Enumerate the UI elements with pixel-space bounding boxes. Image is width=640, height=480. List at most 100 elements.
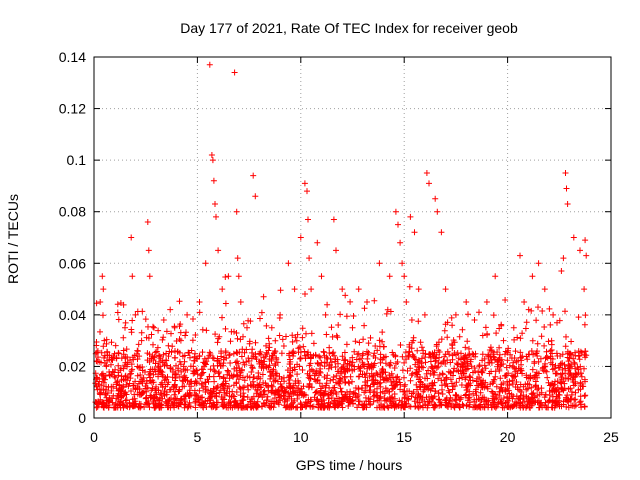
chart-title: Day 177 of 2021, Rate Of TEC Index for r… — [180, 20, 518, 36]
data-point — [297, 234, 304, 241]
data-point — [138, 378, 145, 385]
data-point — [411, 229, 418, 236]
data-point — [265, 364, 272, 371]
data-point — [560, 255, 567, 262]
data-point — [460, 363, 466, 370]
data-point — [328, 395, 335, 401]
data-point — [94, 358, 101, 365]
data-point — [558, 268, 565, 274]
data-point — [317, 403, 324, 410]
data-point — [528, 348, 535, 354]
data-point — [464, 338, 471, 345]
data-point — [515, 365, 522, 372]
data-point — [165, 398, 172, 405]
data-point — [324, 301, 331, 308]
data-point — [377, 379, 384, 386]
data-point — [401, 374, 407, 381]
data-point — [477, 389, 484, 396]
data-point — [507, 351, 514, 358]
data-point — [545, 338, 552, 345]
data-point — [407, 213, 414, 220]
data-point — [346, 391, 353, 397]
data-point — [129, 273, 136, 280]
data-point — [288, 404, 295, 411]
data-point — [203, 327, 210, 334]
data-point — [335, 322, 342, 328]
data-point — [167, 306, 174, 313]
data-point — [191, 353, 198, 360]
data-point — [114, 404, 121, 411]
data-point — [444, 383, 451, 390]
data-point — [335, 360, 341, 367]
data-point — [100, 286, 107, 293]
data-point — [289, 332, 296, 339]
data-point — [457, 404, 463, 411]
data-point — [419, 381, 426, 388]
data-point — [370, 380, 376, 387]
data-point — [317, 369, 324, 376]
data-point — [264, 393, 271, 400]
data-point — [400, 388, 407, 395]
data-point — [297, 355, 304, 361]
data-point — [210, 177, 217, 184]
data-point — [199, 399, 206, 406]
data-point — [292, 334, 299, 341]
data-point — [524, 356, 531, 363]
data-point — [550, 311, 557, 318]
data-point — [581, 286, 588, 293]
data-point — [407, 377, 414, 384]
data-point — [159, 371, 165, 378]
data-point — [367, 363, 374, 370]
data-point — [415, 376, 422, 383]
data-point — [154, 396, 161, 402]
data-point — [314, 377, 321, 384]
data-point — [462, 376, 469, 383]
data-point — [156, 353, 163, 360]
data-point — [414, 359, 421, 366]
data-point — [113, 355, 120, 362]
data-point — [559, 351, 566, 358]
data-point — [353, 356, 360, 363]
data-point — [176, 323, 183, 330]
data-point — [240, 333, 246, 340]
data-point — [308, 366, 315, 373]
data-point — [471, 365, 478, 371]
data-point — [379, 338, 386, 345]
data-point — [427, 398, 433, 405]
data-point — [151, 324, 157, 331]
data-point — [395, 221, 401, 228]
data-point — [471, 398, 478, 405]
data-point — [373, 392, 380, 399]
data-point — [547, 321, 554, 328]
data-point — [393, 360, 399, 367]
data-point — [280, 343, 287, 349]
data-point — [177, 329, 184, 336]
data-point — [556, 397, 563, 404]
data-point — [237, 336, 244, 343]
data-point — [333, 379, 339, 386]
data-point — [530, 390, 537, 396]
data-point — [240, 320, 247, 327]
data-point — [317, 354, 324, 361]
data-point — [122, 376, 129, 383]
data-point — [365, 340, 372, 347]
data-point — [567, 385, 574, 392]
x-axis-label: GPS time / hours — [296, 457, 403, 473]
data-point — [581, 393, 588, 399]
data-point — [177, 400, 184, 407]
data-point — [285, 260, 292, 267]
data-point — [219, 314, 225, 321]
data-point — [122, 319, 129, 326]
data-point — [260, 400, 267, 406]
data-point — [257, 315, 263, 322]
data-point — [442, 351, 449, 358]
data-point — [150, 399, 157, 406]
data-point — [561, 385, 568, 392]
data-point — [124, 403, 131, 410]
data-point — [370, 362, 377, 369]
data-point — [579, 383, 586, 390]
data-point — [268, 324, 275, 331]
data-point — [237, 392, 244, 399]
data-point — [496, 325, 503, 332]
data-point — [146, 273, 153, 280]
